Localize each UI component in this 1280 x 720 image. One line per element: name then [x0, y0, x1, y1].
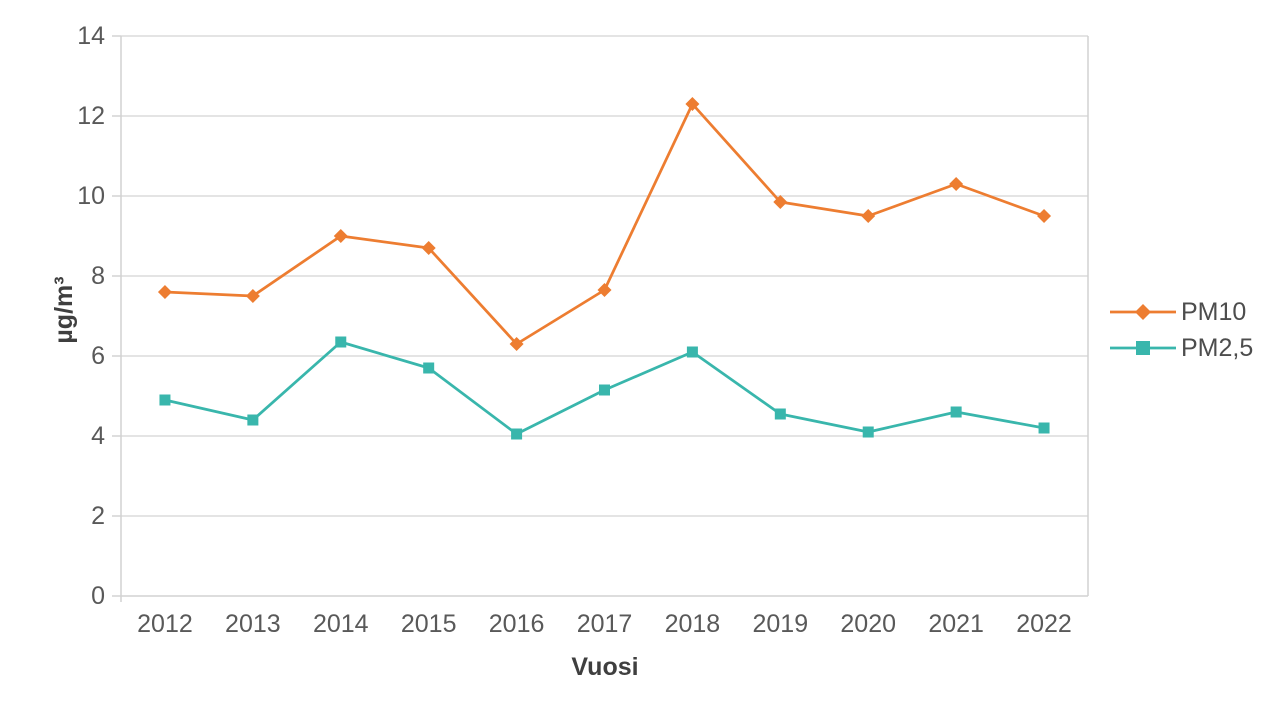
data-point-marker	[686, 346, 698, 358]
x-axis-title: Vuosi	[571, 653, 639, 681]
x-tick-label: 2018	[665, 610, 721, 638]
data-point-marker	[333, 229, 348, 243]
legend-item-pm25: PM2,5	[1108, 330, 1253, 366]
data-point-marker	[247, 414, 259, 426]
y-tick-label: 14	[77, 22, 105, 50]
data-point-marker	[950, 406, 962, 418]
data-point-marker	[421, 241, 436, 255]
data-point-marker	[1037, 209, 1052, 223]
x-tick-label: 2017	[577, 610, 633, 638]
data-point-marker	[509, 337, 524, 351]
data-point-marker	[157, 285, 172, 299]
legend: PM10 PM2,5	[1108, 294, 1253, 366]
y-axis-title: µg/m³	[50, 276, 78, 344]
legend-item-pm10: PM10	[1108, 294, 1253, 330]
x-tick-label: 2013	[225, 610, 281, 638]
data-point-marker	[599, 384, 610, 396]
data-point-marker	[774, 408, 786, 420]
y-tick-label: 8	[91, 262, 105, 290]
y-tick-label: 6	[91, 342, 105, 370]
data-point-marker	[685, 97, 700, 111]
x-tick-label: 2021	[928, 610, 984, 638]
x-tick-label: 2019	[753, 610, 809, 638]
data-point-marker	[597, 283, 612, 297]
y-tick-label: 4	[91, 422, 105, 450]
data-point-marker	[335, 336, 347, 348]
y-tick-label: 10	[77, 182, 105, 210]
legend-label-pm25: PM2,5	[1181, 333, 1254, 362]
x-tick-label: 2022	[1016, 610, 1072, 638]
x-tick-label: 2016	[489, 610, 545, 638]
pm10-line-marker-icon	[1110, 304, 1176, 320]
x-tick-label: 2012	[137, 610, 193, 638]
series-line-pm10	[164, 102, 1045, 346]
x-tick-label: 2014	[313, 610, 369, 638]
data-point-marker	[1038, 422, 1050, 434]
data-point-marker	[949, 177, 964, 191]
data-point-marker	[511, 428, 523, 440]
y-tick-label: 2	[91, 502, 105, 530]
data-point-marker	[862, 426, 874, 438]
legend-label-pm10: PM10	[1181, 297, 1247, 326]
x-tick-label: 2020	[840, 610, 896, 638]
y-tick-label: 0	[91, 582, 105, 610]
x-tick-label: 2015	[401, 610, 457, 638]
data-point-marker	[423, 362, 435, 374]
pm25-line-marker-icon	[1110, 341, 1176, 355]
data-point-marker	[245, 289, 260, 303]
data-point-marker	[773, 195, 788, 209]
y-tick-label: 12	[77, 102, 105, 130]
data-point-marker	[861, 209, 876, 223]
data-point-marker	[159, 394, 171, 406]
